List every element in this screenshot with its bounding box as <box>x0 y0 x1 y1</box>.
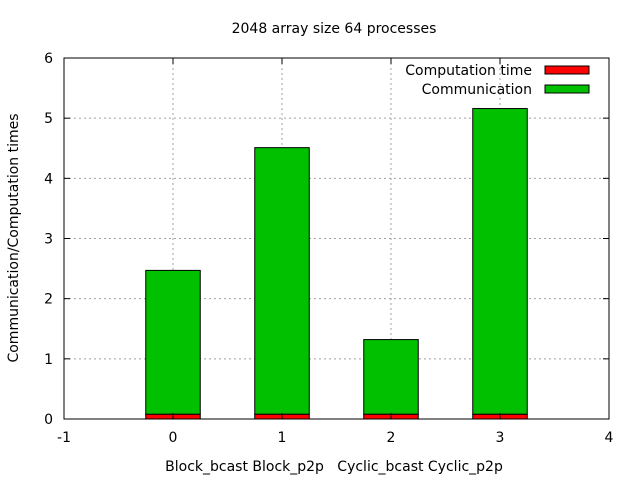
y-tick-label: 5 <box>44 111 53 127</box>
legend-label-computation: Computation time <box>405 63 532 79</box>
bars <box>145 108 528 420</box>
y-tick-label: 1 <box>44 352 53 368</box>
x-tick-label: 2 <box>387 430 396 446</box>
chart-title: 2048 array size 64 processes <box>232 21 437 37</box>
legend: Computation time Communication <box>405 63 590 98</box>
y-tick-label: 0 <box>44 412 53 428</box>
bar-segment-communication-2 <box>363 339 419 415</box>
x-tick-label: 1 <box>278 430 287 446</box>
y-tick-label: 2 <box>44 292 53 308</box>
y-tick-label: 6 <box>44 51 53 67</box>
legend-label-communication: Communication <box>422 82 532 98</box>
x-axis-label: Block_bcast Block_p2p Cyclic_bcast Cycli… <box>165 459 503 475</box>
legend-swatch-computation <box>544 65 590 75</box>
x-tick-label: 3 <box>496 430 505 446</box>
y-tick-label: 4 <box>44 171 53 187</box>
x-tick-label: -1 <box>57 430 71 446</box>
legend-swatch-communication <box>544 84 590 94</box>
bar-segment-communication-0 <box>145 269 201 415</box>
y-tick-label: 3 <box>44 232 53 248</box>
x-tick-label: 0 <box>169 430 178 446</box>
y-axis-label: Communication/Computation times <box>6 113 22 362</box>
x-tick-label: 4 <box>605 430 614 446</box>
bar-segment-communication-1 <box>254 147 310 415</box>
bar-segment-communication-3 <box>472 108 528 415</box>
